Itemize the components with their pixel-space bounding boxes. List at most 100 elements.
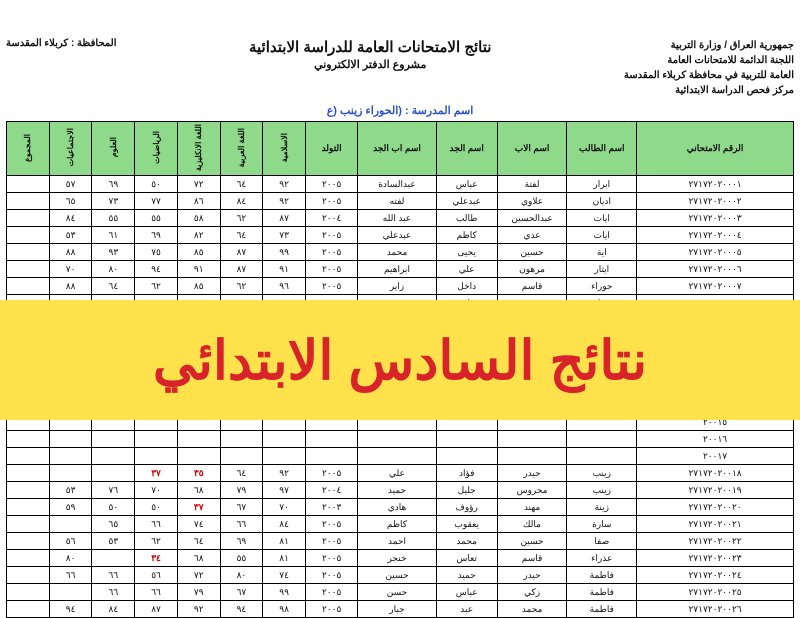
cell: ٩٢ [263,465,306,482]
table-row: ٢٧١٧٢٠٢٠٠٢٢صفاحسينمحمداحمد٢٠٠٥٨١٦٩٦٤٦٢٥٣… [7,533,794,550]
cell: حوراء [567,278,637,295]
cell [263,448,306,465]
cell: ابراهيم [358,261,436,278]
cell [7,176,50,193]
cell: ٩٢ [177,601,220,618]
cell: ٦٢ [220,278,263,295]
cell [92,465,135,482]
table-row: ٢٠٠١٦ [7,431,794,448]
cell: ٢٧١٧٢٠٢٠٠٢٣ [637,550,794,567]
cell: ٨٥ [177,244,220,261]
cell: ٥٥ [220,550,263,567]
cell [7,431,50,448]
cell: ٧٠ [49,261,92,278]
cell: خنجر [358,550,436,567]
cell: محمد [358,244,436,261]
cell: ٢٧١٧٢٠٢٠٠٠٤ [637,227,794,244]
cell: ٥٩ [49,499,92,516]
cell: كاظم [358,516,436,533]
cell: ٥٦ [135,567,178,584]
table-row: ٢٧١٧٢٠٢٠٠٠٣اياتعبدالحسينطالبعبد الله٢٠٠٤… [7,210,794,227]
cell: ٧٧ [135,193,178,210]
cell: ابرار [567,176,637,193]
cell: ٩٩ [263,244,306,261]
cell [436,431,497,448]
cell [7,465,50,482]
cell: ٢٠٠٥ [305,550,357,567]
cell: ٢٧١٧٢٠٢٠٠٢٠ [637,499,794,516]
cell: ٧٩ [220,482,263,499]
cell: ٨٢ [177,227,220,244]
col-s5: العلوم [92,122,135,176]
cell: ٧٠ [135,482,178,499]
ministry-line: مركز فحص الدراسة الابتدائية [624,83,794,98]
cell: ٢٧١٧٢٠٢٠٠١٨ [637,465,794,482]
cell: داخل [436,278,497,295]
cell: مهند [497,499,567,516]
cell: عباس [436,584,497,601]
cell [358,431,436,448]
cell: ٥٧ [49,176,92,193]
cell: سارة [567,516,637,533]
cell [177,448,220,465]
table-row: ٢٧١٧٢٠٢٠٠٢٦فاطمةمحمدعبدجبار٢٠٠٥٩٨٩٤٩٢٨٧٨… [7,601,794,618]
cell: ٨٠ [49,550,92,567]
cell: ٦٦ [92,567,135,584]
col-s1: الاسلامية [263,122,306,176]
province-block: المحافظة : كربلاء المقدسة [6,38,117,98]
cell [305,448,357,465]
cell: محروس [497,482,567,499]
cell: ٦٥ [49,193,92,210]
cell [49,448,92,465]
cell: هادي [358,499,436,516]
cell: ٢٠٠٥ [305,193,357,210]
sheet-title: نتائج الامتحانات العامة للدراسة الابتدائ… [117,38,624,56]
cell [263,431,306,448]
cell: ٥٨ [177,210,220,227]
cell: ٢٠٠٥ [305,465,357,482]
cell: علاوي [497,193,567,210]
cell [7,193,50,210]
cell: حسين [358,567,436,584]
cell: حسن [358,584,436,601]
cell: ٦٨ [177,550,220,567]
cell: زينب [567,482,637,499]
col-s4: الرياضيات [135,122,178,176]
cell: ٩٢ [263,193,306,210]
col-ggrand: اسم اب الجد [358,122,436,176]
cell: ٦٦ [135,584,178,601]
table-row: ٢٧١٧٢٠٢٠٠٠٤اياتعديكاظمعبدعلي٢٠٠٥٧٣٦٤٨٢٦٩… [7,227,794,244]
cell: ٢٠٠٤ [305,210,357,227]
cell: كاظم [436,227,497,244]
cell: ٧٣ [92,193,135,210]
cell: ٩١ [177,261,220,278]
cell: ٢٧١٧٢٠٢٠٠٢٥ [637,584,794,601]
cell: ٩٤ [49,601,92,618]
cell: ٦٦ [92,584,135,601]
cell: رؤوف [436,499,497,516]
cell: ٧٥ [135,244,178,261]
cell: ٩٩ [263,584,306,601]
cell [7,567,50,584]
cell: زينب [567,465,637,482]
cell: احمد [358,533,436,550]
cell: ٥٠ [92,499,135,516]
cell: ٩٣ [92,244,135,261]
cell: عبدعلي [436,193,497,210]
cell: قاسم [497,550,567,567]
sheet-header: جمهورية العراق / وزارة التربية اللجنة ال… [6,38,794,98]
cell [135,448,178,465]
table-row: ٢٧١٧٢٠٢٠٠٢٠زينةمهندرؤوفهادي٢٠٠٣٧٠٦٧٣٧٥٠٥… [7,499,794,516]
cell: ٥٣ [92,533,135,550]
cell: ٥٣ [49,227,92,244]
cell: حيدر [497,567,567,584]
cell: ٢٠٠٥ [305,278,357,295]
cell: ٢٠٠٥ [305,584,357,601]
cell: ٢٧١٧٢٠٢٠٠٠٥ [637,244,794,261]
cell: ٨٧ [220,244,263,261]
cell: فاطمة [567,584,637,601]
cell [7,601,50,618]
cell [305,431,357,448]
cell [497,431,567,448]
table-row: ٢٧١٧٢٠٢٠٠٠٧حوراءقاسمداخلزاير٢٠٠٥٩٦٦٢٨٥٦٢… [7,278,794,295]
